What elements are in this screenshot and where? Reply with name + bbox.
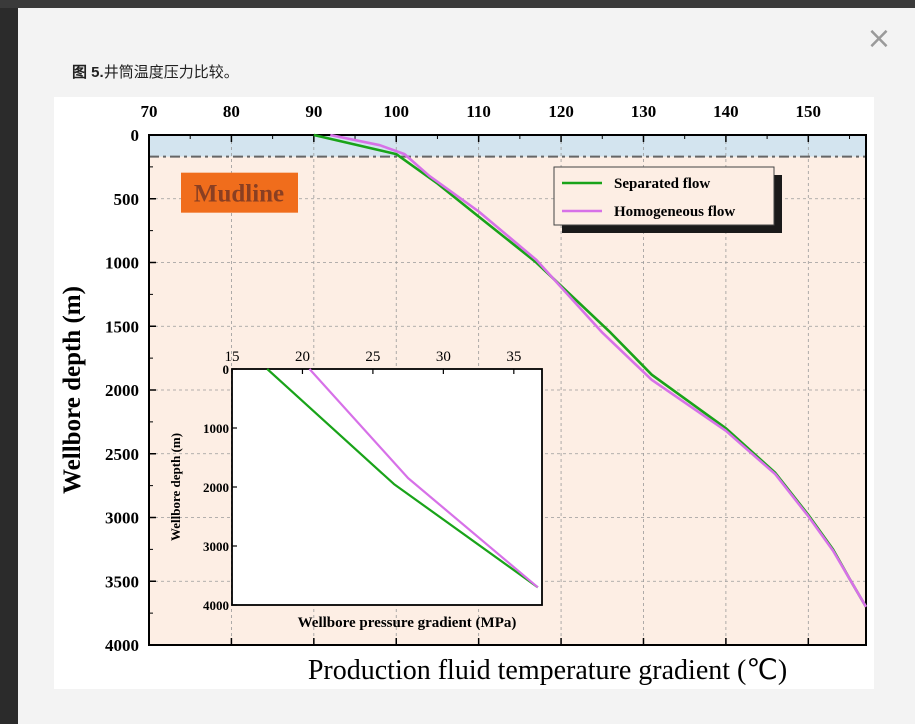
figure-caption-text: 井筒温度压力比较。 xyxy=(103,64,239,81)
inset-x-tick-label: 25 xyxy=(365,349,380,365)
inset-y-axis-label: Wellbore depth (m) xyxy=(168,433,183,541)
mudline-badge xyxy=(181,172,298,213)
figure-image: 70 80 90 100 110 120 130 140 150 0 500 1000 1500 2000… xyxy=(54,97,874,689)
mudline-label: Mudline xyxy=(194,181,284,208)
y-axis-label: Wellbore depth (m) xyxy=(59,286,86,494)
x-tick-label: 120 xyxy=(548,102,574,121)
inset-x-tick-label: 30 xyxy=(436,349,451,365)
inset-series-line-separated-flow xyxy=(266,368,539,589)
figure-caption: 图 5.井筒温度压力比较。 xyxy=(72,61,239,82)
legend-label: Separated flow xyxy=(614,176,710,192)
series-line-homogeneous-flow xyxy=(330,133,868,608)
mudline-water-zone xyxy=(149,135,866,157)
y-tick-label: 0 xyxy=(131,126,140,145)
inset-plot-area xyxy=(232,369,542,605)
x-tick-label: 70 xyxy=(141,102,158,121)
y-tick-label: 3000 xyxy=(105,509,139,528)
inset-series-line-homogeneous-flow xyxy=(308,368,539,589)
inset-y-tick-label: 4000 xyxy=(203,598,229,613)
y-tick-label: 2500 xyxy=(105,445,139,464)
y-tick-label: 2000 xyxy=(105,381,139,400)
inset-y-tick-label: 3000 xyxy=(203,539,229,554)
inset-y-tick-label: 1000 xyxy=(203,421,229,436)
x-tick-label: 90 xyxy=(305,102,322,121)
x-tick-label: 100 xyxy=(383,102,409,121)
inset-y-tick-label: 0 xyxy=(223,362,230,377)
inset-x-axis-label: Wellbore pressure gradient (MPa) xyxy=(298,615,517,631)
figure-caption-label: 图 5. xyxy=(72,64,104,81)
inset-x-tick-label: 20 xyxy=(295,349,310,365)
y-tick-label: 500 xyxy=(114,190,140,209)
x-tick-label: 150 xyxy=(796,102,822,121)
x-axis-label: Production fluid temperature gradient (℃… xyxy=(308,655,787,686)
x-tick-label: 80 xyxy=(223,102,240,121)
legend-label: Homogeneous flow xyxy=(614,204,735,220)
x-tick-label: 140 xyxy=(713,102,739,121)
inset-x-tick-label: 15 xyxy=(225,349,240,365)
x-tick-label: 110 xyxy=(466,102,491,121)
y-tick-label: 1500 xyxy=(105,317,139,336)
inset-y-tick-label: 2000 xyxy=(203,480,229,495)
inset-x-tick-label: 35 xyxy=(506,349,521,365)
chart-svg: 70 80 90 100 110 120 130 140 1500500100015002000… xyxy=(59,102,868,686)
page-backdrop xyxy=(0,0,915,8)
close-button[interactable]: × xyxy=(862,22,896,56)
y-tick-label: 3500 xyxy=(105,572,139,591)
legend-box xyxy=(553,166,775,226)
x-tick-label: 130 xyxy=(631,102,657,121)
y-tick-label: 1000 xyxy=(105,254,139,273)
y-tick-label: 4000 xyxy=(105,636,139,655)
close-icon: × xyxy=(866,21,892,56)
